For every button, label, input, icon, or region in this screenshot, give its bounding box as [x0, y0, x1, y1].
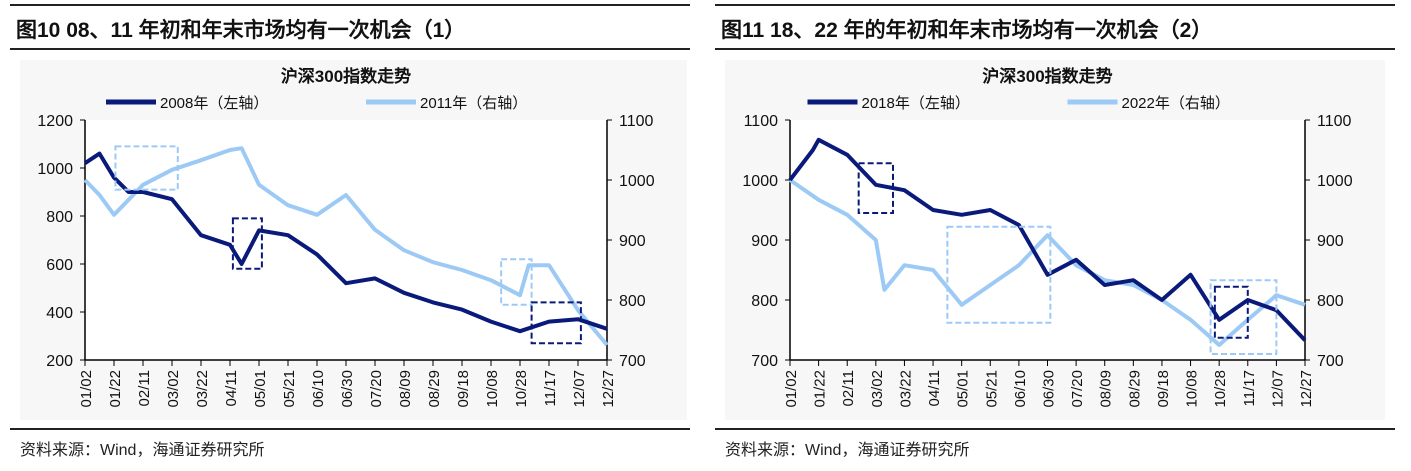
x-tick-label: 12/27: [600, 370, 617, 408]
x-tick-label: 11/17: [542, 370, 559, 406]
x-tick-label: 11/17: [1241, 370, 1258, 406]
chart-title: 沪深300指数走势: [281, 66, 411, 86]
plot-area: [790, 120, 1305, 360]
y-right-tick-label: 700: [1317, 353, 1344, 370]
x-tick-label: 01/22: [812, 370, 829, 408]
title-rule: [715, 48, 1395, 50]
series-line-2008年（左轴）: [83, 151, 608, 334]
top-rule: [715, 4, 1395, 6]
title-rule: [10, 48, 690, 50]
highlight-box: [231, 217, 263, 270]
x-tick-label: 05/01: [955, 370, 972, 408]
x-tick-label: 01/22: [107, 370, 124, 408]
x-tick-label: 07/20: [368, 370, 385, 408]
series-line-2018年（左轴）: [788, 137, 1307, 342]
y-right-tick-label: 700: [619, 353, 646, 370]
figure-title: 图10 08、11 年初和年末市场均有一次机会（1）: [16, 19, 466, 42]
x-tick-label: 02/11: [840, 370, 857, 406]
y-left-tick-label: 1000: [742, 173, 778, 190]
x-tick-label: 12/07: [571, 370, 588, 408]
x-tick-label: 05/21: [983, 370, 1000, 408]
x-tick-label: 04/11: [926, 370, 943, 406]
y-right-tick-label: 1100: [619, 113, 654, 130]
bottom-rule: [715, 428, 1395, 430]
source-note: 资料来源：Wind，海通证券研究所: [725, 442, 970, 459]
x-tick-label: 08/29: [426, 370, 443, 408]
x-tick-label: 10/28: [513, 370, 530, 408]
y-right-tick-label: 800: [1317, 293, 1344, 310]
x-tick-label: 07/20: [1069, 370, 1086, 408]
highlight-box: [857, 162, 895, 214]
x-tick-label: 08/09: [397, 370, 414, 408]
chart-hs300-2008-2011: 沪深300指数走势 2008年（左轴） 2011年（右轴） 200 400 600 800 1…: [20, 60, 687, 420]
series-line-2011年（右轴）: [83, 146, 609, 347]
x-tick-label: 01/02: [783, 370, 800, 408]
y-right-tick-label: 900: [1317, 233, 1344, 250]
y-left-tick-label: 600: [46, 257, 73, 274]
x-tick-label: 01/02: [78, 370, 95, 408]
y-left-tick-label: 800: [46, 209, 73, 226]
x-tick-label: 10/08: [484, 370, 501, 408]
y-right-tick-label: 900: [619, 233, 646, 250]
plot-area: [85, 120, 607, 360]
y-left-tick-label: 700: [751, 353, 778, 370]
y-left-tick-label: 1100: [744, 113, 779, 130]
bottom-rule: [10, 428, 690, 430]
x-tick-label: 12/07: [1269, 370, 1286, 408]
x-tick-label: 05/21: [281, 370, 298, 408]
chart-title: 沪深300指数走势: [982, 66, 1112, 86]
x-tick-label: 03/02: [869, 370, 886, 408]
y-left-tick-label: 1000: [37, 161, 73, 178]
x-tick-label: 09/18: [1155, 370, 1172, 408]
x-tick-label: 09/18: [455, 370, 472, 408]
x-tick-label: 08/09: [1098, 370, 1115, 408]
x-tick-label: 10/08: [1184, 370, 1201, 408]
x-tick-label: 10/28: [1212, 370, 1229, 408]
figure-11: 图11 18、22 年的年初和年末市场均有一次机会（2） 沪深300指数走势 20…: [705, 0, 1395, 471]
y-right-tick-label: 1000: [1317, 173, 1353, 190]
y-right-tick-label: 1100: [1317, 113, 1352, 130]
y-right-tick-label: 1000: [619, 173, 655, 190]
highlight-box: [114, 145, 179, 191]
highlight-box: [500, 258, 533, 306]
x-tick-label: 08/29: [1126, 370, 1143, 408]
source-note: 资料来源：Wind，海通证券研究所: [20, 442, 265, 459]
x-tick-label: 03/02: [165, 370, 182, 408]
legend-label: 2008年（左轴）: [160, 95, 268, 112]
x-tick-label: 03/22: [897, 370, 914, 408]
legend-label: 2022年（右轴）: [1122, 95, 1230, 112]
y-right-tick-label: 800: [619, 293, 646, 310]
legend-label: 2011年（右轴）: [420, 95, 527, 112]
x-tick-label: 06/30: [1041, 370, 1058, 408]
figure-title: 图11 18、22 年的年初和年末市场均有一次机会（2）: [721, 19, 1213, 42]
highlight-box: [1213, 285, 1249, 339]
x-tick-label: 05/01: [252, 370, 269, 408]
x-tick-label: 06/10: [310, 370, 327, 408]
top-rule: [10, 4, 690, 6]
x-tick-label: 03/22: [194, 370, 211, 408]
x-tick-label: 04/11: [223, 370, 240, 406]
x-tick-label: 12/27: [1298, 370, 1315, 408]
x-tick-label: 02/11: [136, 370, 153, 406]
y-left-tick-label: 1200: [37, 113, 73, 130]
highlight-box: [1209, 279, 1278, 355]
y-left-tick-label: 800: [751, 293, 778, 310]
x-tick-label: 06/10: [1012, 370, 1029, 408]
legend-label: 2018年（左轴）: [862, 95, 970, 112]
x-tick-label: 06/30: [339, 370, 356, 408]
y-left-tick-label: 900: [751, 233, 778, 250]
y-left-tick-label: 200: [46, 353, 73, 370]
figure-10: 图10 08、11 年初和年末市场均有一次机会（1） 沪深300指数走势 2008…: [0, 0, 690, 471]
chart-hs300-2018-2022: 沪深300指数走势 2018年（左轴） 2022年（右轴） 700 800 900 1000…: [725, 60, 1385, 420]
y-left-tick-label: 400: [46, 305, 73, 322]
